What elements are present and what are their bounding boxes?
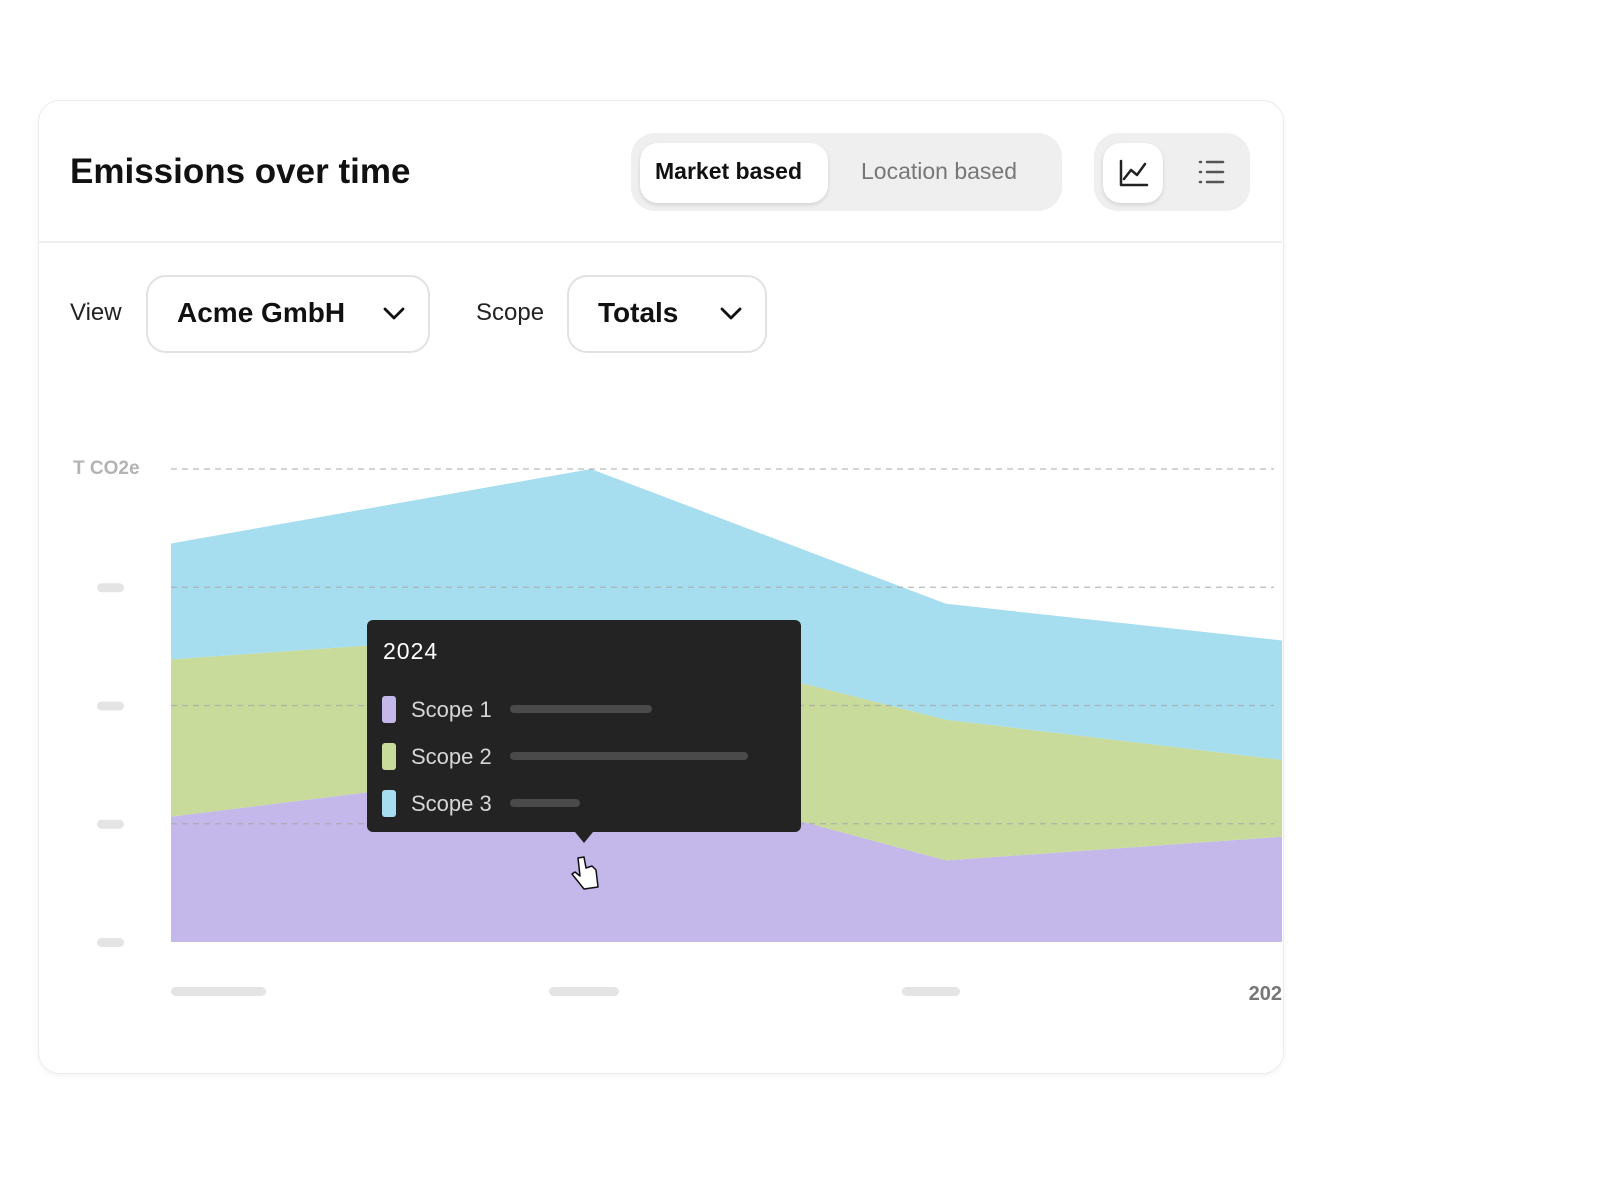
legend-label: Scope 1 [411,697,492,722]
dropdown-value: Totals [598,297,679,328]
legend-label: Scope 2 [411,744,492,769]
tooltip-box [367,620,801,832]
area [171,469,1282,760]
chevron [383,307,405,320]
tooltip-value-placeholder [510,752,748,760]
filter-label: View [70,299,122,326]
x-tick-placeholder [902,987,960,996]
card-title: Emissions over time [70,152,411,191]
dropdown-value: Acme GmbH [177,297,346,328]
y-tick-placeholder [97,701,124,711]
y-tick-placeholder [97,583,124,593]
y-axis-label: T CO2e [73,458,140,479]
toggle-option[interactable]: Location based [861,158,1018,184]
legend-swatch [382,790,396,817]
tooltip: 2024 Scope 1 Scope 2 Scope 3 [367,620,801,843]
x-tick-placeholder [549,987,619,996]
list-view-button[interactable] [1181,143,1241,203]
chart-icon [1119,159,1149,187]
divider [38,241,1282,243]
legend-label: Scope 3 [411,791,492,816]
tooltip-pointer [575,832,593,843]
chart-view-button[interactable] [1103,143,1163,203]
dropdown[interactable] [146,275,430,353]
x-tick-label: 202 [1249,983,1282,1005]
tooltip-title: 2024 [383,638,438,664]
cursor [571,856,599,890]
list-icon [1198,160,1225,184]
filter-label: Scope [476,299,545,326]
y-tick-placeholder [97,819,124,829]
legend-swatch [382,743,396,770]
chevron [720,307,742,320]
tooltip-value-placeholder [510,705,652,713]
x-tick-placeholder [171,987,266,996]
tooltip-value-placeholder [510,799,580,807]
toggle-option[interactable]: Market based [655,158,803,184]
legend-swatch [382,696,396,723]
y-tick-placeholder [97,938,124,947]
active-pill[interactable] [640,143,828,203]
